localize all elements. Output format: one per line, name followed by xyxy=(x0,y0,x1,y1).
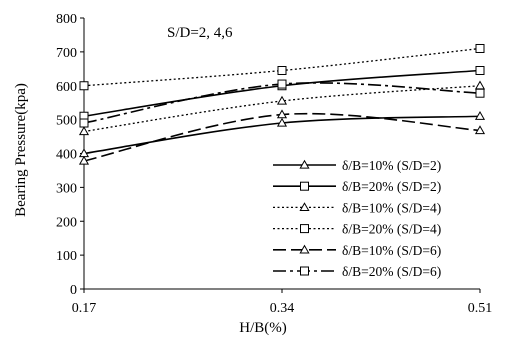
data-point xyxy=(276,95,288,105)
legend-entry: δ/B=10% (S/D=2) xyxy=(273,158,441,173)
series-1 xyxy=(78,111,486,158)
legend-entry: δ/B=20% (S/D=6) xyxy=(273,264,441,279)
legend-marker xyxy=(300,266,309,276)
data-point xyxy=(78,155,90,165)
y-tick-label: 100 xyxy=(56,249,77,264)
legend-marker xyxy=(299,202,310,212)
y-axis-label: Bearing Pressure(kpa) xyxy=(13,83,29,217)
y-tick-label: 600 xyxy=(56,80,77,95)
legend-entry: δ/B=10% (S/D=6) xyxy=(273,243,441,258)
data-point xyxy=(79,118,89,128)
series-4 xyxy=(79,43,485,91)
data-point xyxy=(276,117,288,127)
legend-marker xyxy=(300,224,309,234)
y-tick-label: 700 xyxy=(56,46,77,61)
data-point xyxy=(277,79,287,89)
data-point xyxy=(475,88,485,98)
x-tick-label: 0.51 xyxy=(468,301,493,316)
data-point xyxy=(474,111,486,120)
y-tick-label: 300 xyxy=(56,181,77,196)
x-tick-label: 0.34 xyxy=(270,301,295,316)
legend-marker xyxy=(299,159,310,169)
legend-label: δ/B=10% (S/D=4) xyxy=(342,200,441,215)
data-point xyxy=(475,66,485,76)
x-axis: 0.17 0.34 0.51 xyxy=(72,288,493,316)
data-point xyxy=(276,109,288,119)
x-tick-label: 0.17 xyxy=(72,301,97,316)
legend-marker xyxy=(299,244,310,254)
legend-entry: δ/B=20% (S/D=2) xyxy=(273,179,441,194)
y-tick-label: 200 xyxy=(56,215,77,230)
data-point xyxy=(277,66,287,76)
legend-label: δ/B=20% (S/D=6) xyxy=(342,264,441,279)
legend-label: δ/B=10% (S/D=2) xyxy=(342,158,441,173)
y-tick-label: 400 xyxy=(56,148,77,163)
series-5 xyxy=(78,109,486,165)
y-tick-label: 0 xyxy=(70,283,77,298)
legend-label: δ/B=20% (S/D=4) xyxy=(342,222,441,237)
legend-marker xyxy=(300,181,309,191)
legend-entry: δ/B=20% (S/D=4) xyxy=(273,222,441,237)
series-6 xyxy=(79,79,485,128)
data-point xyxy=(79,81,89,91)
legend-background xyxy=(268,152,482,285)
data-point xyxy=(78,126,90,136)
chart-annotation: S/D=2, 4,6 xyxy=(167,25,233,41)
y-tick-label: 800 xyxy=(56,12,77,27)
legend-entry: δ/B=10% (S/D=4) xyxy=(273,200,441,215)
y-axis: 0 100 200 300 400 500 600 700 800 xyxy=(56,12,85,298)
data-point xyxy=(474,125,486,135)
legend-label: δ/B=10% (S/D=6) xyxy=(342,243,441,258)
x-axis-label: H/B(%) xyxy=(239,320,287,336)
y-tick-label: 500 xyxy=(56,114,77,129)
legend: δ/B=10% (S/D=2) δ/B=20% (S/D=2) δ/B=10% (S… xyxy=(268,152,482,285)
series-layer xyxy=(78,43,486,165)
data-point xyxy=(475,43,485,53)
legend-label: δ/B=20% (S/D=2) xyxy=(342,179,441,194)
